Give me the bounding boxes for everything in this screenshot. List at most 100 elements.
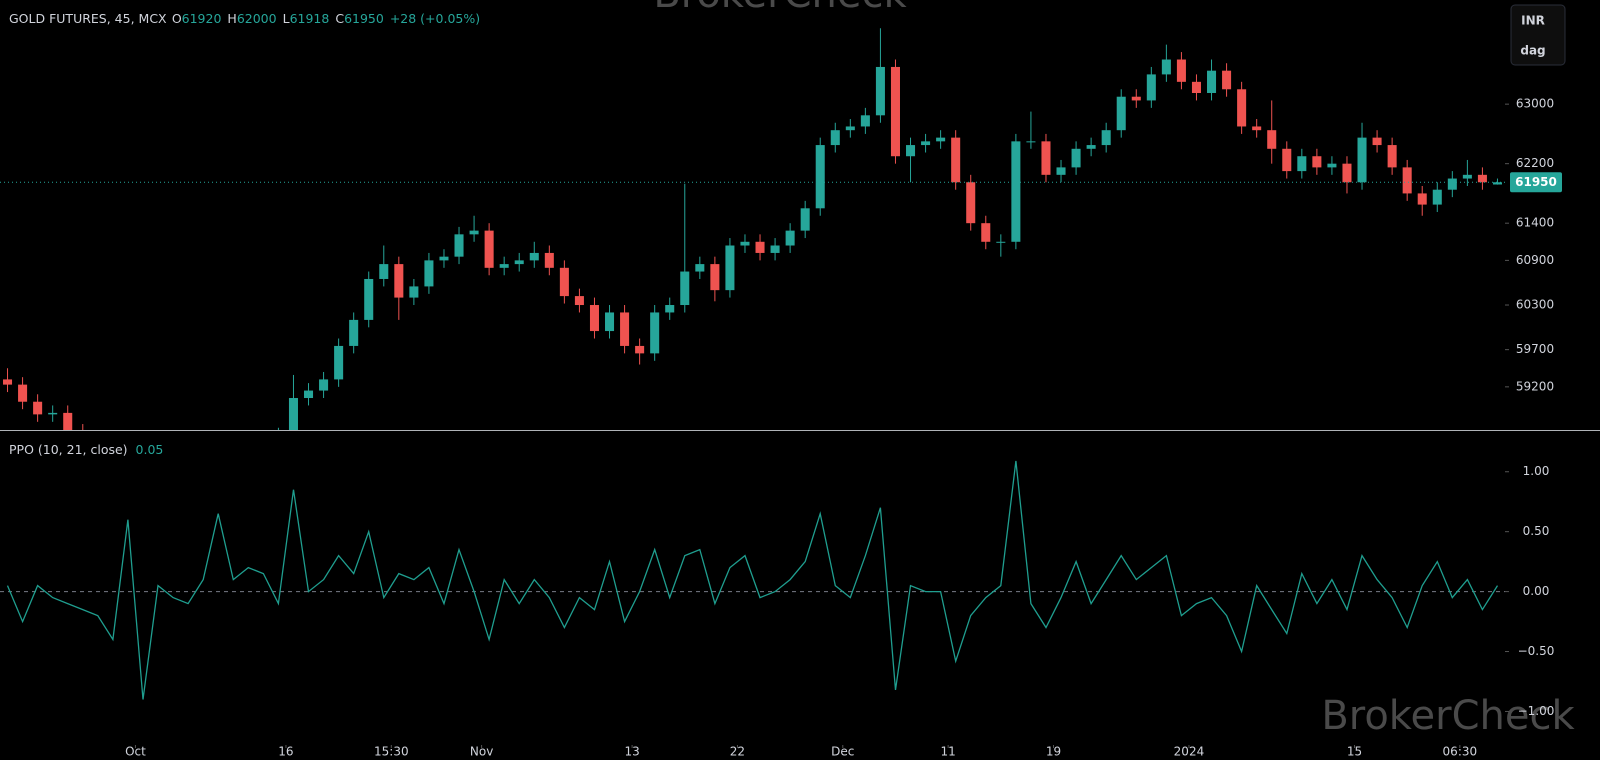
candle-body bbox=[589, 305, 599, 332]
candle-body bbox=[605, 312, 615, 332]
candle-body bbox=[394, 264, 404, 298]
candle-body bbox=[514, 260, 524, 265]
watermark: BrokerCheck bbox=[653, 0, 907, 17]
candle-body bbox=[1432, 189, 1442, 205]
candle-body bbox=[620, 312, 630, 346]
candle-body bbox=[695, 264, 705, 272]
candle-body bbox=[349, 319, 359, 346]
candle-body bbox=[830, 130, 840, 146]
candle-body bbox=[725, 245, 735, 291]
candle-body bbox=[1071, 148, 1081, 168]
timeframe-unit[interactable]: dag bbox=[1520, 44, 1545, 58]
x-tick-label: 15 bbox=[1347, 745, 1362, 759]
candle-body bbox=[1447, 178, 1457, 190]
x-tick-label: Oct bbox=[125, 745, 146, 759]
candle-body bbox=[424, 260, 434, 287]
candle-body bbox=[1462, 174, 1472, 179]
candle-body bbox=[951, 137, 961, 183]
currency-button[interactable]: INR dag bbox=[1510, 4, 1566, 66]
candle-body bbox=[1101, 130, 1111, 146]
candle-body bbox=[1342, 163, 1352, 183]
candle-body bbox=[1372, 137, 1382, 146]
candle-body bbox=[379, 264, 389, 279]
candle-body bbox=[921, 141, 931, 146]
x-tick-label: 16 bbox=[278, 745, 293, 759]
candle-body bbox=[1131, 96, 1141, 101]
y-tick-label: 59700 bbox=[1516, 342, 1554, 356]
y-tick-label: 60300 bbox=[1516, 298, 1554, 312]
candles bbox=[3, 28, 1502, 430]
candle-body bbox=[364, 278, 374, 320]
candle-body bbox=[996, 241, 1006, 243]
low-value: 61918 bbox=[290, 11, 330, 26]
ohlc-legend: GOLD FUTURES, 45, MCX O61920 H62000 L61918 C… bbox=[9, 11, 480, 26]
candle-body bbox=[1492, 182, 1502, 185]
candle-body bbox=[574, 296, 584, 306]
change: +28 (+0.05%) bbox=[390, 11, 480, 26]
candle-body bbox=[1387, 145, 1397, 168]
indicator-title: PPO (10, 21, close) bbox=[9, 442, 128, 457]
candle-body bbox=[48, 412, 58, 415]
x-tick-label: 15:30 bbox=[374, 745, 409, 759]
candle-body bbox=[1146, 74, 1156, 101]
x-tick-label: 11 bbox=[941, 745, 956, 759]
candle-body bbox=[981, 223, 991, 242]
y-tick-label: 0.00 bbox=[1523, 584, 1550, 598]
candle-body bbox=[815, 145, 825, 209]
candle-body bbox=[544, 252, 554, 268]
y-tick-label: 0.50 bbox=[1523, 524, 1550, 538]
candle-body bbox=[845, 126, 855, 131]
y-tick-label: 59200 bbox=[1516, 379, 1554, 393]
y-tick-label: 60900 bbox=[1516, 253, 1554, 267]
close-value: 61950 bbox=[344, 11, 384, 26]
candle-body bbox=[334, 345, 344, 380]
candle-body bbox=[635, 345, 645, 354]
candle-body bbox=[1207, 70, 1217, 93]
candle-body bbox=[1477, 174, 1487, 183]
ohlc-label: C bbox=[335, 11, 344, 26]
candle-body bbox=[499, 264, 509, 268]
x-tick-label: 13 bbox=[624, 745, 639, 759]
candle-body bbox=[890, 66, 900, 157]
candle-body bbox=[454, 234, 464, 257]
x-tick-label: 06:30 bbox=[1443, 745, 1478, 759]
candle-body bbox=[1222, 70, 1232, 90]
ohlc-label: L bbox=[283, 11, 290, 26]
candle-body bbox=[936, 137, 946, 142]
candle-body bbox=[1176, 59, 1186, 82]
y-tick-label: 1.00 bbox=[1523, 464, 1550, 478]
candle-body bbox=[409, 286, 419, 298]
last-price-label: 61950 bbox=[1515, 175, 1557, 189]
candle-body bbox=[1297, 156, 1307, 172]
y-tick-label: 61400 bbox=[1516, 216, 1554, 230]
candle-body bbox=[740, 241, 750, 246]
candle-body bbox=[1161, 59, 1171, 75]
button-frame[interactable] bbox=[1510, 4, 1566, 66]
x-tick-label: 19 bbox=[1046, 745, 1061, 759]
candle-body bbox=[1237, 89, 1247, 127]
indicator-legend: PPO (10, 21, close) 0.05 bbox=[9, 442, 163, 457]
candle-body bbox=[1086, 145, 1096, 149]
x-tick-label: 22 bbox=[730, 745, 745, 759]
candle-body bbox=[785, 230, 795, 246]
last-price-tag bbox=[1510, 172, 1562, 193]
currency[interactable]: INR bbox=[1521, 14, 1545, 28]
candle-body bbox=[1116, 96, 1126, 131]
indicator-value: 0.05 bbox=[136, 442, 164, 457]
candle-body bbox=[1402, 167, 1412, 194]
candle-body bbox=[665, 305, 675, 313]
candle-body bbox=[1191, 81, 1201, 93]
y-tick-label: −1.00 bbox=[1518, 704, 1555, 718]
candle-body bbox=[1252, 126, 1262, 131]
watermark: BrokerCheck bbox=[1321, 693, 1575, 739]
candle-body bbox=[1312, 156, 1322, 168]
candle-body bbox=[1056, 167, 1066, 175]
ohlc-label: H bbox=[227, 11, 236, 26]
candle-body bbox=[304, 390, 314, 399]
x-tick-label: Nov bbox=[470, 745, 493, 759]
symbol-title: GOLD FUTURES, 45, MCX bbox=[9, 11, 167, 26]
candle-body bbox=[484, 230, 494, 268]
candle-body bbox=[63, 412, 73, 430]
candle-body bbox=[3, 379, 13, 385]
